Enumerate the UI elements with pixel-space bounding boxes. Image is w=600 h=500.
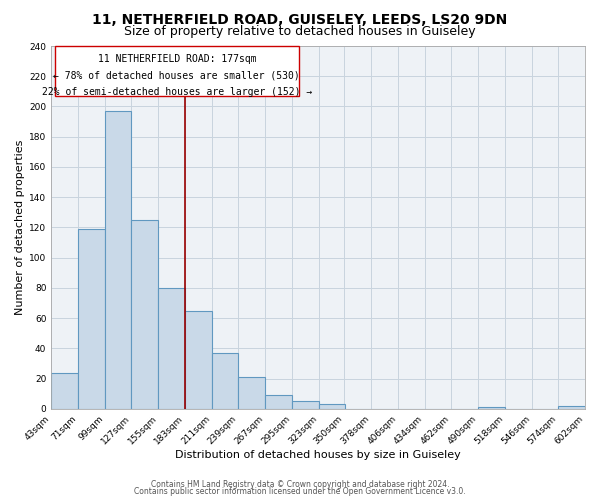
Text: 11, NETHERFIELD ROAD, GUISELEY, LEEDS, LS20 9DN: 11, NETHERFIELD ROAD, GUISELEY, LEEDS, L… bbox=[92, 12, 508, 26]
X-axis label: Distribution of detached houses by size in Guiseley: Distribution of detached houses by size … bbox=[175, 450, 461, 460]
Bar bbox=[158, 288, 185, 409]
Bar bbox=[185, 310, 212, 409]
Bar bbox=[105, 111, 131, 409]
Text: 11 NETHERFIELD ROAD: 177sqm: 11 NETHERFIELD ROAD: 177sqm bbox=[98, 54, 256, 64]
Text: Contains public sector information licensed under the Open Government Licence v3: Contains public sector information licen… bbox=[134, 487, 466, 496]
Bar bbox=[78, 229, 105, 409]
Text: Contains HM Land Registry data © Crown copyright and database right 2024.: Contains HM Land Registry data © Crown c… bbox=[151, 480, 449, 489]
Bar bbox=[265, 396, 292, 409]
Bar bbox=[212, 353, 238, 409]
Bar bbox=[292, 402, 319, 409]
FancyBboxPatch shape bbox=[55, 46, 299, 96]
Text: ← 78% of detached houses are smaller (530): ← 78% of detached houses are smaller (53… bbox=[53, 70, 300, 80]
Bar bbox=[238, 377, 265, 409]
Bar bbox=[478, 408, 505, 409]
Bar bbox=[319, 404, 346, 409]
Bar bbox=[51, 372, 78, 409]
Text: Size of property relative to detached houses in Guiseley: Size of property relative to detached ho… bbox=[124, 25, 476, 38]
Y-axis label: Number of detached properties: Number of detached properties bbox=[15, 140, 25, 315]
Text: 22% of semi-detached houses are larger (152) →: 22% of semi-detached houses are larger (… bbox=[42, 87, 312, 97]
Bar bbox=[131, 220, 158, 409]
Bar bbox=[558, 406, 585, 409]
